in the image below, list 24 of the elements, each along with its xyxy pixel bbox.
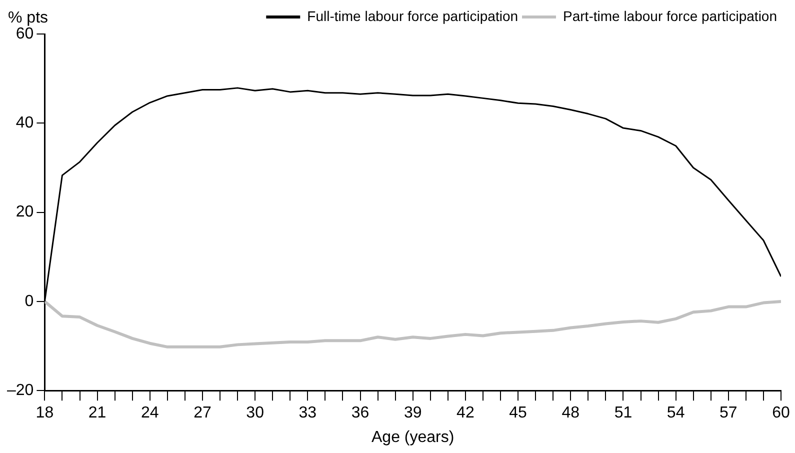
x-tick-label: 24 [140, 404, 159, 422]
y-tick-label: 20 [16, 204, 34, 221]
x-tick-label: 27 [194, 404, 212, 422]
x-axis-title: Age (years) [371, 428, 454, 446]
x-tick-label: 36 [351, 404, 370, 422]
x-tick-label: 30 [246, 404, 264, 422]
x-tick-label: 42 [456, 404, 474, 422]
legend-label: Full-time labour force participation [307, 8, 518, 24]
y-tick-label: –20 [6, 382, 34, 400]
x-tick-label: 45 [509, 404, 528, 422]
x-tick-label: 18 [36, 404, 54, 422]
x-tick-label: 33 [298, 404, 317, 422]
x-tick-label: 57 [720, 404, 738, 422]
x-tick-label: 60 [772, 404, 790, 422]
y-tick-label: 40 [16, 114, 34, 132]
y-tick-label: 60 [16, 25, 34, 42]
x-tick-label: 48 [562, 404, 580, 422]
x-tick-label: 21 [88, 404, 106, 422]
x-tick-label: 39 [404, 404, 422, 422]
x-tick-label: 54 [666, 404, 685, 422]
y-axis-title: % pts [8, 9, 48, 26]
x-tick-label: 51 [614, 404, 632, 422]
legend-label: Part-time labour force participation [563, 8, 778, 24]
y-tick-label: 0 [24, 292, 34, 310]
